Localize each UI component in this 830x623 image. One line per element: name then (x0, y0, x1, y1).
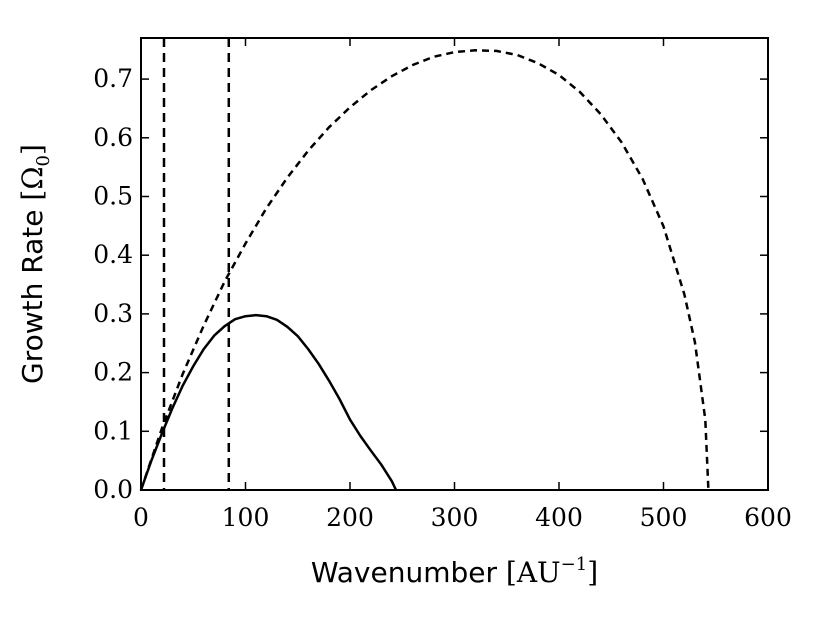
x-tick-label: 400 (535, 503, 583, 532)
x-tick-label: 200 (326, 503, 374, 532)
y-tick-label: 0.1 (93, 416, 133, 445)
x-tick-label: 300 (431, 503, 479, 532)
x-tick-label: 600 (744, 503, 792, 532)
ticks-layer: 0 100 200 300 400 500 600 0.0 0.1 0.2 0.3 0.4 0.5 0.6… (93, 38, 792, 532)
y-tick-label: 0.5 (93, 181, 133, 210)
y-axis-unit-subscript: 0 (33, 155, 54, 166)
y-tick-label: 0.4 (93, 240, 133, 269)
x-axis-label: Wavenumber [AU−1] (311, 554, 598, 589)
x-tick-label: 100 (222, 503, 270, 532)
x-axis-unit-prefix: [AU (506, 556, 561, 589)
y-tick-label: 0.7 (93, 64, 133, 93)
y-axis-label-text: Growth Rate (16, 209, 49, 383)
x-tick-label: 0 (133, 503, 149, 532)
y-tick-label: 0.6 (93, 123, 133, 152)
y-tick-label: 0.3 (93, 299, 133, 328)
plot-layer (139, 38, 710, 491)
x-tick-label: 500 (640, 503, 688, 532)
x-axis-unit-superscript: −1 (561, 554, 588, 575)
series-line-dashed (139, 49, 710, 491)
y-tick-label: 0.0 (93, 475, 133, 504)
y-axis-label: Growth Rate [Ω0] (16, 144, 54, 384)
y-tick-label: 0.2 (93, 358, 133, 387)
x-axis-label-text: Wavenumber (311, 556, 498, 589)
x-axis-unit-suffix: ] (587, 556, 598, 589)
y-axis-unit-prefix: [Ω (16, 166, 49, 200)
series-line-solid (139, 313, 398, 491)
y-axis-unit-suffix: ] (16, 144, 49, 155)
